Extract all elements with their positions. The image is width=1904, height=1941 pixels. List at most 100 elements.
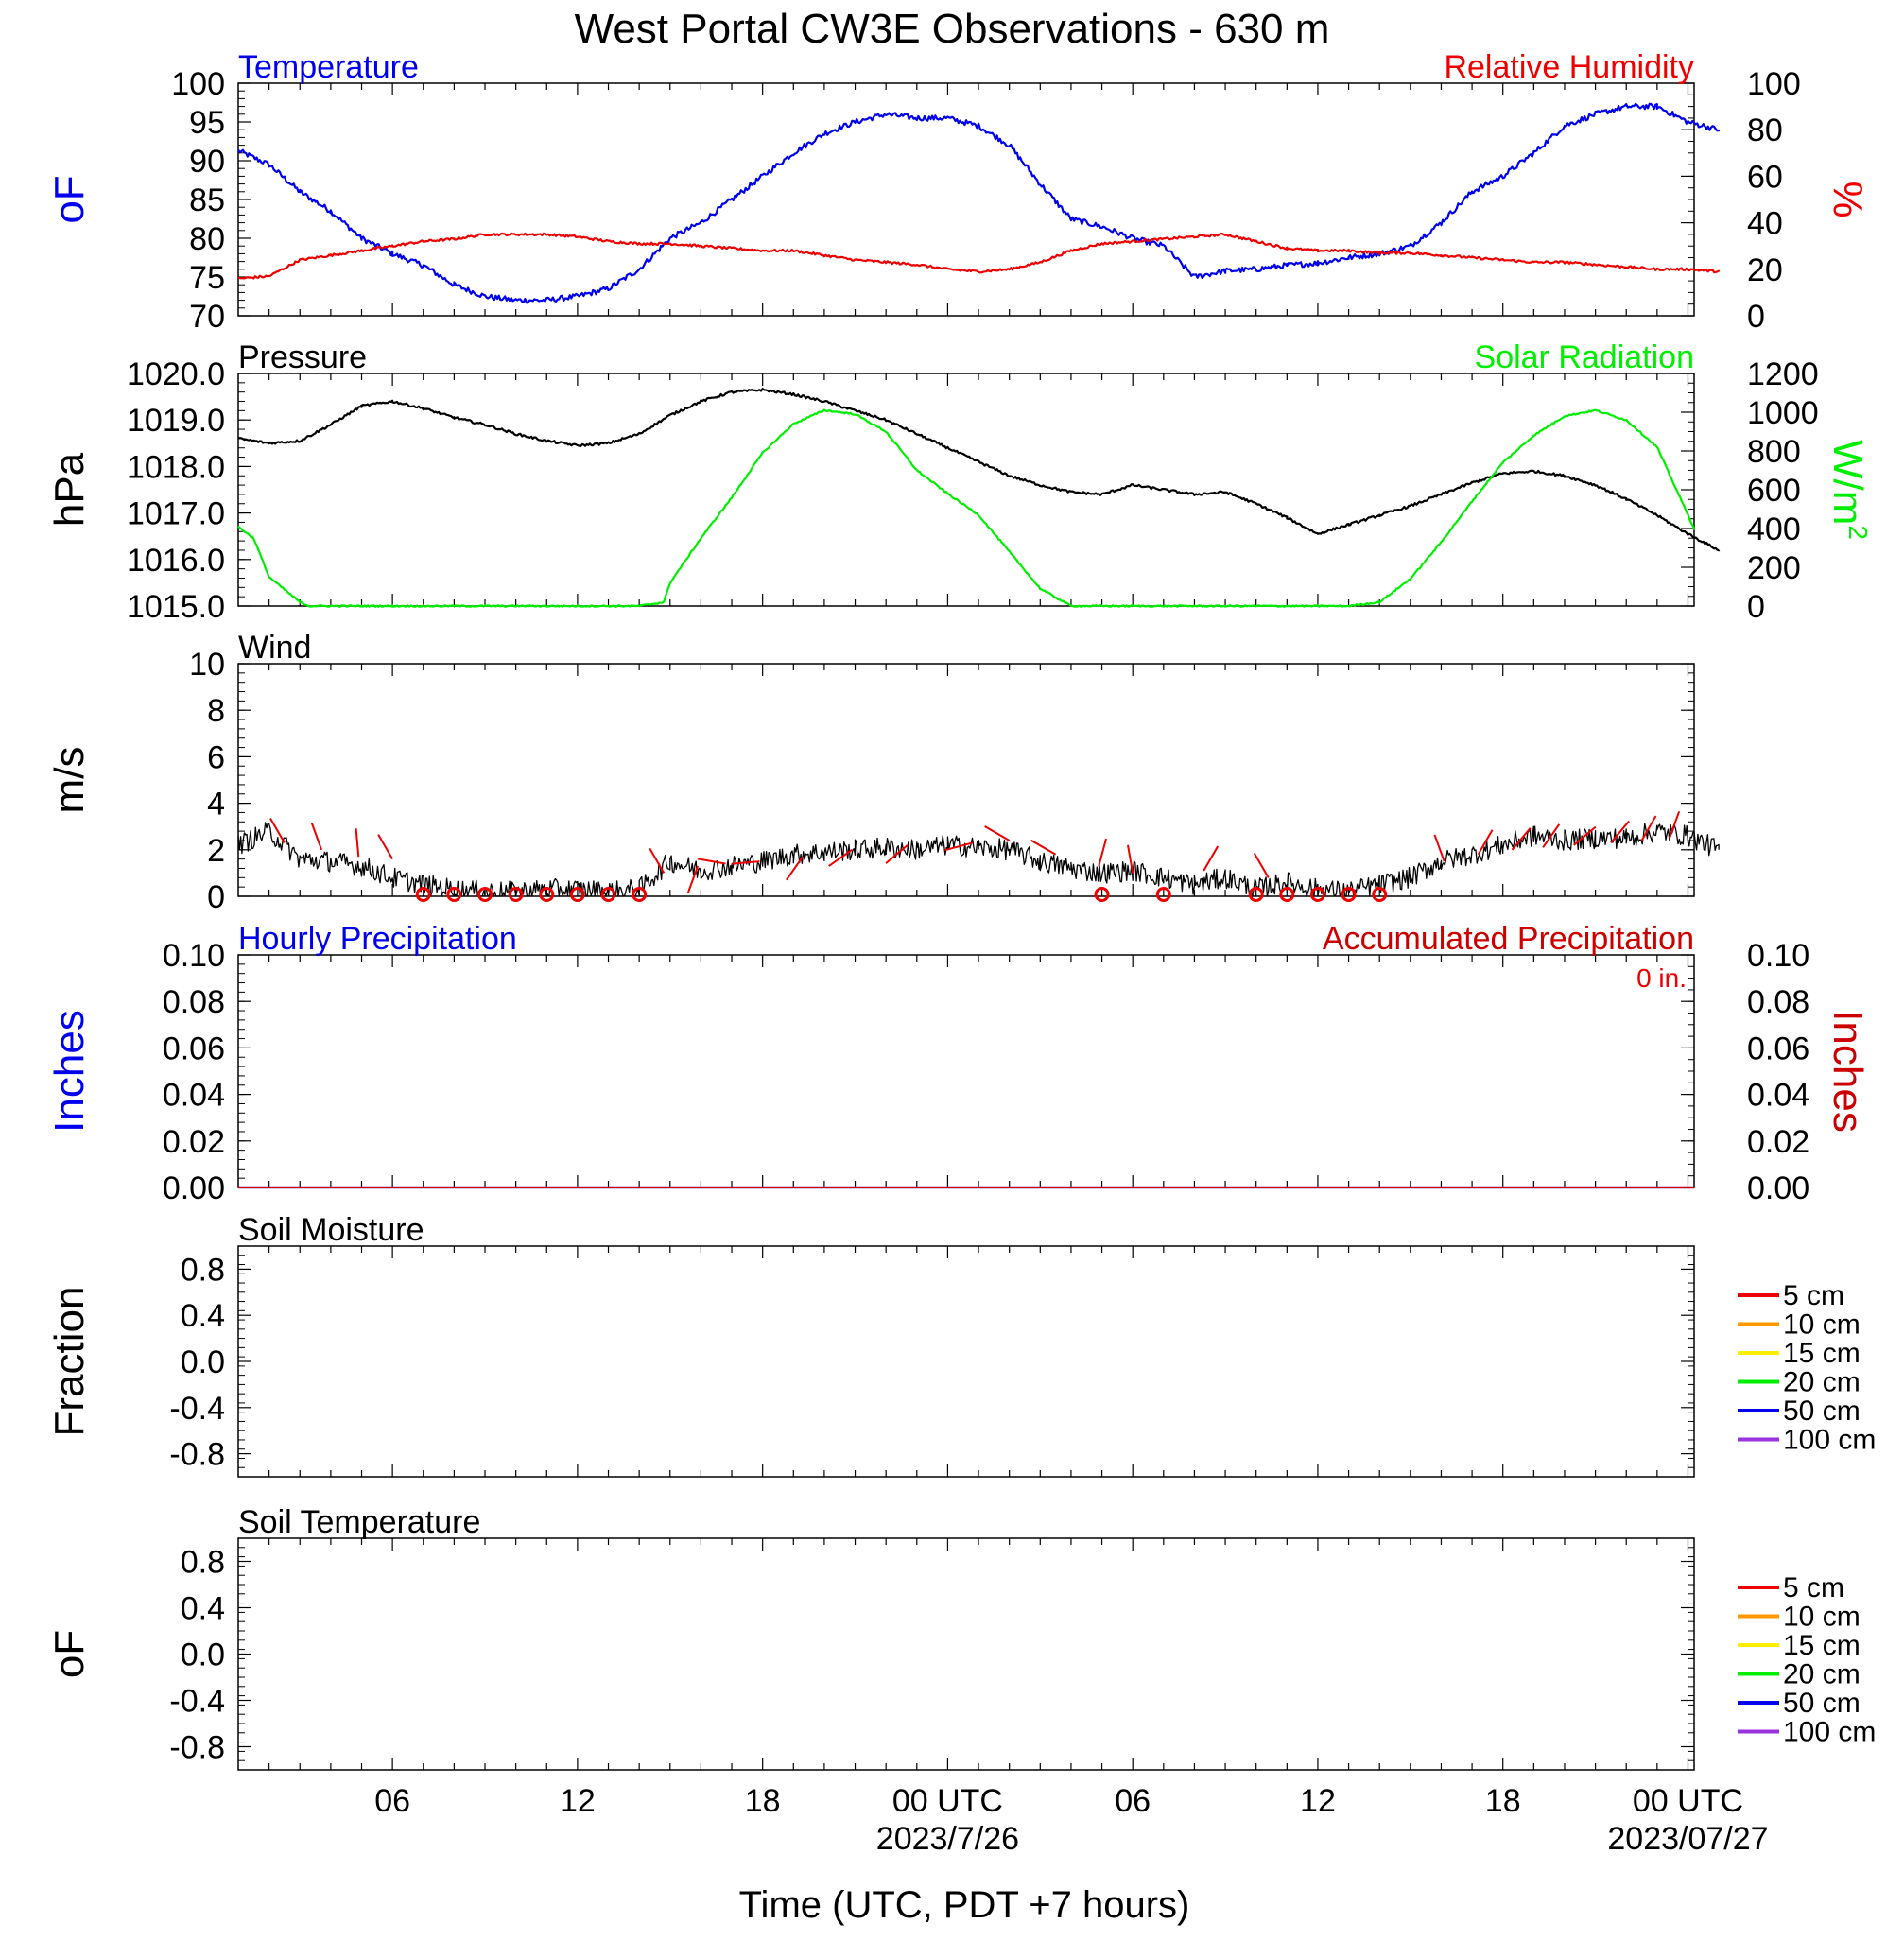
y-tick-label-right: 0	[1747, 589, 1765, 625]
series-line-pressure	[237, 388, 1721, 552]
y-tick-label-right: 0.02	[1747, 1124, 1809, 1160]
panel-title-left: Hourly Precipitation	[238, 921, 517, 957]
y-axis-label-right: Inches	[1825, 1010, 1871, 1133]
y-tick-label-right: 0.10	[1747, 938, 1809, 974]
y-tick-label-left: 95	[189, 105, 225, 141]
legend-label: 10 cm	[1783, 1309, 1861, 1341]
y-tick-label-right: 0.00	[1747, 1170, 1809, 1206]
wind-barb	[686, 865, 700, 893]
x-tick-label: 12	[560, 1783, 596, 1819]
y-tick-label-left: 0.06	[163, 1031, 225, 1066]
wind-barb	[1610, 820, 1630, 844]
x-tick-label: 06	[374, 1783, 410, 1819]
wind-barb	[377, 834, 394, 860]
y-tick-label-left: 0	[207, 879, 225, 915]
y-tick-label-left: -0.4	[169, 1391, 225, 1427]
calm-marker	[415, 887, 431, 902]
y-tick-label-left: 70	[189, 299, 225, 335]
y-tick-label-left: 100	[171, 66, 225, 102]
legend-label: 100 cm	[1783, 1717, 1876, 1748]
y-axis-label-right: %	[1825, 181, 1871, 217]
calm-marker	[632, 887, 648, 902]
legend-label: 20 cm	[1783, 1659, 1861, 1690]
y-tick-label-left: 10	[189, 647, 225, 683]
calm-marker	[1372, 887, 1388, 902]
y-tick-label-left: 1016.0	[127, 543, 225, 579]
y-tick-label-left: -0.8	[169, 1437, 225, 1473]
wind-barb	[697, 858, 726, 865]
y-tick-label-left: 0.08	[163, 984, 225, 1020]
plot-frame	[237, 1537, 1695, 1771]
y-tick-label-right: 1000	[1747, 395, 1819, 431]
plot-frame	[237, 663, 1695, 897]
y-tick-label-left: 2	[207, 833, 225, 869]
series-line-solar-radiation	[237, 408, 1696, 608]
wind-barb	[944, 841, 973, 852]
y-tick-label-left: 0.04	[163, 1078, 225, 1114]
series-line-relative-humidity	[237, 232, 1721, 280]
calm-marker	[446, 887, 462, 902]
calm-marker	[1155, 887, 1171, 902]
plot-frame	[237, 373, 1695, 607]
x-tick-label: 06	[1115, 1783, 1151, 1819]
y-axis-label-left: oF	[46, 1630, 93, 1678]
y-tick-label-left: 1015.0	[127, 589, 225, 625]
y-tick-label-right: 0.06	[1747, 1031, 1809, 1066]
wind-barb	[885, 844, 909, 864]
legend-label: 50 cm	[1783, 1688, 1861, 1719]
y-tick-label-right: 100	[1747, 66, 1801, 102]
wind-barb	[984, 825, 1011, 841]
y-tick-label-right: 60	[1747, 159, 1783, 195]
wind-barb	[731, 860, 760, 865]
panel-title-left: Soil Moisture	[238, 1212, 424, 1248]
panel-title-left: Wind	[238, 630, 311, 666]
wind-barb	[1511, 827, 1532, 851]
wind-barb	[269, 817, 286, 843]
wind-barb	[1542, 823, 1561, 848]
y-tick-label-left: 8	[207, 693, 225, 729]
y-tick-label-left: 75	[189, 260, 225, 296]
plot-frame	[237, 1245, 1695, 1478]
legend-label: 15 cm	[1783, 1338, 1861, 1369]
wind-barb	[649, 847, 666, 874]
wind-barb	[310, 823, 323, 851]
legend-label: 50 cm	[1783, 1395, 1861, 1427]
legend-label: 5 cm	[1783, 1572, 1844, 1603]
y-tick-label-left: 1020.0	[127, 356, 225, 392]
plot-frame	[237, 82, 1695, 317]
y-tick-label-right: 1200	[1747, 356, 1819, 392]
y-tick-label-right: 40	[1747, 206, 1783, 242]
panel-wind: 10 8 6 4 2 0 Wind m/s	[46, 630, 1720, 915]
chart-title: West Portal CW3E Observations - 630 m	[575, 6, 1330, 52]
x-tick-label: 18	[1485, 1783, 1521, 1819]
y-axis-label-left: oF	[46, 175, 93, 223]
x-axis-label: Time (UTC, PDT +7 hours)	[739, 1884, 1190, 1926]
wind-barb	[1668, 810, 1681, 839]
panel-title-left: Temperature	[238, 49, 419, 85]
y-tick-label-left: 0.4	[181, 1591, 225, 1627]
y-axis-label-left: Fraction	[46, 1287, 93, 1437]
y-tick-label-left: -0.8	[169, 1730, 225, 1766]
panel-title-left: Pressure	[238, 339, 367, 375]
wind-barb	[1477, 829, 1494, 856]
wind-barb	[1253, 852, 1270, 878]
y-tick-label-left: 0.10	[163, 938, 225, 974]
legend-label: 20 cm	[1783, 1367, 1861, 1398]
panel-title-left: Soil Temperature	[238, 1504, 480, 1540]
y-tick-label-left: 0.0	[181, 1344, 225, 1380]
wind-barb	[786, 856, 804, 881]
wind-barb	[1573, 825, 1597, 846]
x-tick-label: 00 UTC	[892, 1783, 1003, 1819]
y-tick-label-left: 0.00	[163, 1170, 225, 1206]
y-tick-label-right: 0.08	[1747, 984, 1809, 1020]
x-tick-label: 12	[1300, 1783, 1336, 1819]
y-tick-label-left: 90	[189, 144, 225, 180]
wind-barb	[1433, 834, 1445, 862]
legend-label: 5 cm	[1783, 1280, 1844, 1311]
panel-precip: 0.10 0.08 0.06 0.04 0.02 0.00 0.10 0.08 0.06 0.04…	[46, 921, 1871, 1206]
panel-title-right: Solar Radiation	[1475, 339, 1694, 375]
y-tick-label-right: 200	[1747, 550, 1801, 586]
y-axis-label-left: hPa	[46, 452, 93, 527]
calm-marker	[508, 887, 524, 902]
